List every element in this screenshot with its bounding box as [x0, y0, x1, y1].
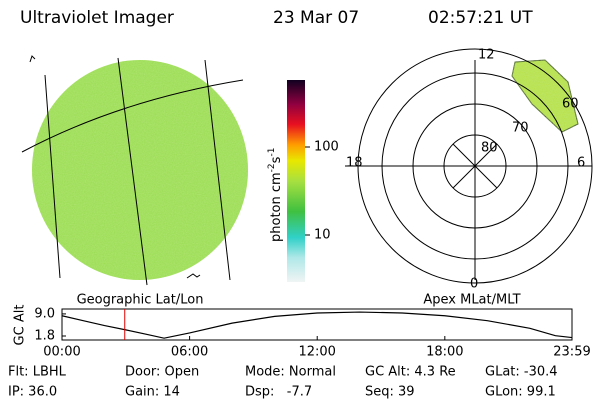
lat-label: 60	[562, 97, 579, 112]
lat-label: 80	[481, 141, 498, 156]
mlt-label: 12	[478, 48, 495, 63]
cb-label-text: s	[269, 156, 284, 163]
status-field: Dsp: -7.7	[245, 385, 312, 400]
color-bar-ticks	[305, 146, 310, 236]
instrument: Ultraviolet Imager	[20, 8, 174, 28]
y-tick-label: 1.8	[34, 329, 55, 344]
mlt-label: 6	[577, 156, 585, 171]
date: 23 Mar 07	[273, 8, 359, 28]
y-tick-label: 9.0	[34, 306, 55, 321]
status-field: GLon: 99.1	[485, 385, 556, 400]
plot-frame	[61, 308, 573, 341]
lat-label: 70	[512, 121, 529, 136]
status-field: Flt: LBHL	[8, 365, 67, 380]
mlt-label: 0	[470, 277, 478, 292]
status-field: Seq: 39	[365, 385, 415, 400]
polar-plot	[345, 48, 593, 284]
cb-label-text: photon cm	[269, 172, 284, 242]
cb-tick: 10	[314, 228, 331, 243]
time: 02:57:21 UT	[428, 8, 533, 28]
status-field: Door: Open	[125, 365, 199, 380]
status-field: Gain: 14	[125, 385, 180, 400]
caption: Geographic Lat/Lon	[77, 293, 204, 308]
status-field: Mode: Normal	[245, 365, 336, 380]
earth-image	[21, 55, 248, 286]
cb-exp: -2	[267, 163, 277, 172]
status-field: GC Alt: 4.3 Re	[365, 365, 456, 380]
cb-tick: 100	[314, 140, 339, 155]
x-tick-label: 06:00	[171, 345, 208, 360]
status-field: IP: 36.0	[8, 385, 57, 400]
color-bar	[287, 80, 305, 282]
y-label: GC Alt	[13, 305, 28, 346]
x-tick-label: 23:59	[553, 345, 590, 360]
caption: Apex MLat/MLT	[423, 293, 520, 308]
cb-label: photon cm-2s-1	[267, 148, 284, 242]
cb-exp: -1	[267, 148, 277, 157]
x-tick-label: 18:00	[426, 345, 463, 360]
altitude-line	[61, 311, 573, 339]
x-tick-label: 12:00	[298, 345, 335, 360]
x-tick-label: 00:00	[43, 345, 80, 360]
status-field: GLat: -30.4	[485, 365, 558, 380]
mlt-label: 18	[346, 156, 363, 171]
